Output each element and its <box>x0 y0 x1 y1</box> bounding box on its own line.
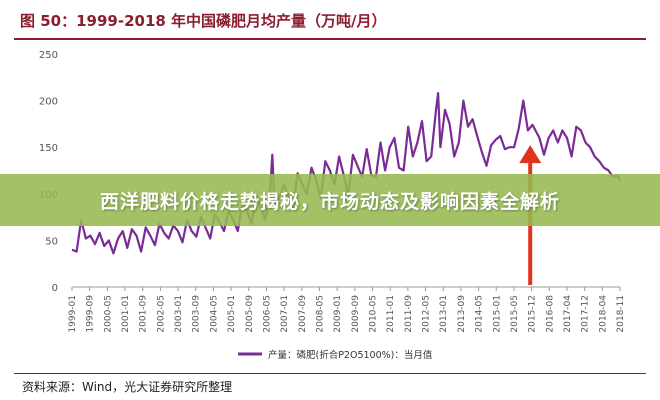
x-tick-label: 1999-01 <box>68 295 78 333</box>
x-tick-label: 2011-09 <box>404 295 414 333</box>
x-tick-label: 2010-05 <box>369 295 379 333</box>
x-tick-label: 2012-05 <box>422 295 432 333</box>
title-divider <box>14 38 646 40</box>
x-tick-label: 2018-11 <box>616 295 626 333</box>
x-tick-label: 2002-05 <box>156 295 166 333</box>
x-tick-label: 2003-09 <box>192 295 202 333</box>
x-tick-label: 2003-01 <box>174 295 184 333</box>
x-tick-label: 2018-04 <box>598 295 608 333</box>
x-axis: 1999-01 1999-09 2000-05 2001-01 2001-09 2002-… <box>68 286 626 333</box>
x-tick-label: 2015-12 <box>528 295 538 333</box>
x-tick-label: 2009-01 <box>333 295 343 333</box>
annotation-arrow-head <box>519 145 542 164</box>
y-axis: 050100150200250 <box>39 50 58 294</box>
x-tick-label: 2007-09 <box>298 295 308 333</box>
overlay-banner-text: 西洋肥料价格走势揭秘，市场动态及影响因素全解析 <box>99 190 560 213</box>
x-tick-label: 2017-04 <box>563 295 573 333</box>
x-tick-label: 2001-01 <box>121 295 131 333</box>
x-tick-label: 2004-05 <box>209 295 219 333</box>
legend: 产量：磷肥(折合P2O5100%)：当月值 <box>238 349 433 361</box>
x-tick-label: 2016-08 <box>545 295 555 333</box>
x-tick-label: 2005-01 <box>227 295 237 333</box>
x-tick-label: 2017-12 <box>581 295 591 333</box>
x-tick-label: 2015-01 <box>492 295 502 333</box>
chart-title: 图 50：1999-2018 年中国磷肥月均产量（万吨/月） <box>20 12 387 30</box>
x-tick-label: 2009-09 <box>351 295 361 333</box>
x-tick-label: 2000-05 <box>103 295 113 333</box>
source-note: 资料来源：Wind，光大证券研究所整理 <box>22 380 233 394</box>
y-tick-label: 200 <box>39 97 58 108</box>
x-tick-label: 2013-09 <box>457 295 467 333</box>
x-tick-label: 2005-09 <box>245 295 255 333</box>
x-tick-label: 2015-05 <box>510 295 520 333</box>
x-tick-label: 1999-09 <box>86 295 96 333</box>
x-tick-label: 2007-01 <box>280 295 290 333</box>
source-divider <box>14 373 646 374</box>
x-tick-label: 2006-05 <box>262 295 272 333</box>
y-tick-label: 250 <box>39 50 58 61</box>
y-tick-label: 150 <box>39 143 58 154</box>
y-tick-label: 50 <box>45 236 58 247</box>
x-tick-label: 2008-05 <box>315 295 325 333</box>
x-tick-label: 2013-01 <box>439 295 449 333</box>
x-tick-label: 2014-05 <box>475 295 485 333</box>
overlay-banner: 西洋肥料价格走势揭秘，市场动态及影响因素全解析 <box>0 174 660 226</box>
x-tick-label: 2011-01 <box>386 295 396 333</box>
legend-label: 产量：磷肥(折合P2O5100%)：当月值 <box>268 349 433 361</box>
x-tick-label: 2001-09 <box>139 295 149 333</box>
y-tick-label: 0 <box>52 283 58 294</box>
